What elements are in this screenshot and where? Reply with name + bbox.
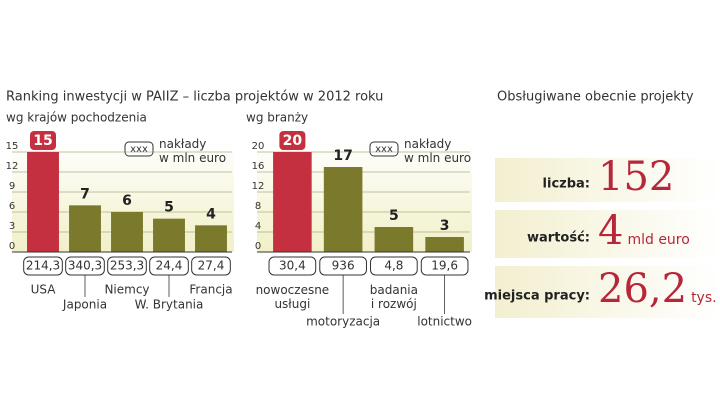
expenditure-label: 19,6	[431, 259, 458, 273]
subtitle: wg branży	[246, 111, 308, 125]
y-tick-label: 6	[9, 201, 15, 212]
bar	[425, 237, 464, 252]
value-label-box	[30, 131, 56, 150]
x-tick-label: lotnictwo	[417, 315, 472, 329]
expenditure-label: 4,8	[384, 259, 403, 273]
panel-title: Obsługiwane obecnie projekty	[497, 90, 694, 105]
y-tick-label: 20	[252, 141, 265, 152]
stat-label: miejsca pracy:	[484, 289, 590, 304]
expenditure-label: 27,4	[198, 259, 225, 273]
stat-label: wartość:	[527, 231, 590, 246]
y-tick-label: 3	[9, 221, 15, 232]
stat-unit: tys.	[691, 290, 717, 306]
x-tick-label: Francja	[189, 283, 232, 297]
legend-text: nakłady w mln euro	[404, 137, 471, 165]
legend-box-label: xxx	[130, 144, 148, 155]
title: Ranking inwestycji w PAIIZ – liczba proj…	[6, 90, 383, 105]
value-label-box	[279, 131, 306, 150]
y-tick-label: 12	[252, 181, 265, 192]
x-tick-label: motoryzacja	[306, 315, 380, 329]
x-tick-label: nowoczesne usługi	[256, 283, 330, 311]
y-tick-label: 8	[255, 201, 261, 212]
value-label: 4	[206, 206, 216, 222]
expenditure-label: 340,3	[68, 259, 102, 273]
value-label: 5	[164, 200, 174, 216]
expenditure-box	[268, 256, 317, 276]
stat-value: 26,2	[598, 266, 687, 312]
value-label: 3	[440, 218, 450, 234]
value-label: 15	[33, 133, 52, 149]
value-label: 20	[283, 133, 303, 149]
value-label: 6	[122, 193, 132, 209]
expenditure-label: 253,3	[110, 259, 144, 273]
x-tick-label: badania i rozwój	[370, 283, 418, 311]
value-label: 7	[80, 186, 90, 202]
bar	[111, 212, 143, 252]
stat-row	[495, 210, 720, 258]
stat-unit: mld euro	[627, 232, 689, 248]
bar	[195, 225, 227, 252]
stat-value: 152	[598, 154, 674, 200]
expenditure-box	[191, 256, 231, 276]
x-tick-label: Niemcy	[104, 283, 149, 297]
y-tick-label: 16	[252, 161, 265, 172]
expenditure-label: 30,4	[279, 259, 306, 273]
legend-box	[369, 141, 399, 157]
y-tick-label: 4	[255, 221, 261, 232]
stat-value: 4	[598, 208, 623, 254]
expenditure-label: 24,4	[156, 259, 183, 273]
subtitle: wg krajów pochodzenia	[6, 111, 147, 125]
legend-box-label: xxx	[375, 144, 393, 155]
y-tick-label: 9	[9, 181, 15, 192]
stat-row	[495, 158, 720, 202]
bar	[273, 152, 312, 252]
bar	[153, 218, 185, 252]
stat-label: liczba:	[543, 177, 590, 192]
y-tick-label: 0	[255, 241, 261, 252]
value-label: 17	[333, 148, 352, 164]
y-tick-label: 0	[9, 241, 15, 252]
bar	[323, 167, 363, 252]
x-tick-label: USA	[31, 283, 57, 297]
legend-text: nakłady w mln euro	[159, 137, 226, 165]
bar	[374, 227, 414, 252]
expenditure-box	[107, 256, 147, 276]
legend-box	[124, 141, 154, 157]
value-label: 5	[389, 208, 399, 224]
expenditure-box	[23, 256, 63, 276]
bar	[69, 205, 101, 252]
y-tick-label: 12	[6, 161, 19, 172]
expenditure-box	[370, 256, 418, 276]
x-tick-label: Japonia	[62, 298, 107, 312]
expenditure-label: 936	[332, 259, 355, 273]
x-tick-label: W. Brytania	[135, 298, 204, 312]
y-tick-label: 15	[6, 141, 19, 152]
bar	[27, 152, 59, 252]
expenditure-label: 214,3	[26, 259, 60, 273]
stat-row	[495, 266, 720, 318]
